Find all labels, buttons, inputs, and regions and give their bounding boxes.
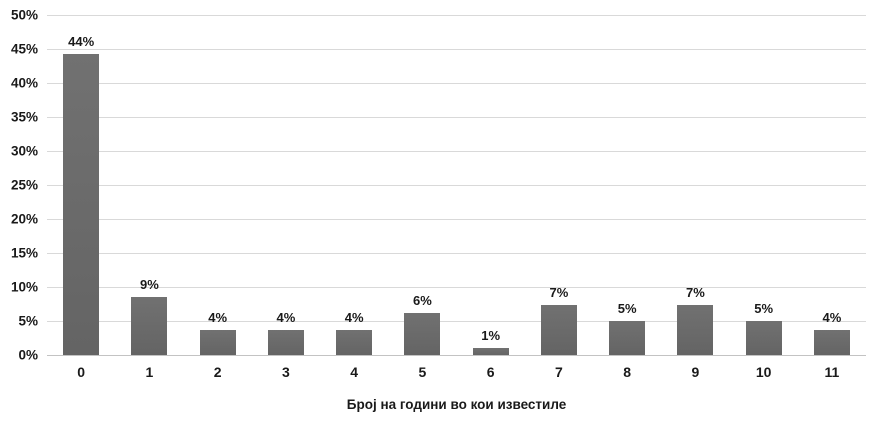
gridline [47, 321, 866, 322]
x-tick-label: 5 [418, 364, 427, 380]
x-tick-label: 3 [281, 364, 290, 380]
bar [540, 305, 577, 355]
gridlines [47, 15, 866, 356]
bar-slot: 7% [525, 15, 593, 355]
gridline [47, 151, 866, 152]
gridline [47, 219, 866, 220]
x-tick-label: 10 [755, 364, 772, 380]
gridline [47, 253, 866, 254]
y-tick-label: 5% [18, 313, 38, 329]
value-label: 1% [481, 327, 501, 343]
value-label: 4% [822, 309, 842, 325]
y-tick-label: 25% [10, 177, 38, 193]
bar [472, 347, 509, 355]
bar-slot: 5% [730, 15, 798, 355]
y-tick-label: 30% [10, 143, 38, 159]
x-axis-line [47, 355, 866, 356]
bar-slot: 4% [320, 15, 388, 355]
plot-area: 44% 9% 4% 4% 4% 6% 1% 7% 5% 7% 5% 4% [47, 15, 866, 356]
bar [404, 312, 441, 355]
value-label: 4% [344, 309, 364, 325]
bar [813, 329, 850, 355]
y-tick-label: 35% [10, 109, 38, 125]
x-tick-label: 11 [824, 364, 840, 380]
x-tick-label: 4 [350, 364, 359, 380]
bar [677, 305, 714, 355]
bar-slot: 44% [47, 15, 115, 355]
gridline [47, 49, 866, 50]
bar-slot: 6% [388, 15, 456, 355]
bar [199, 329, 236, 355]
bar [609, 321, 646, 355]
bar-slot: 1% [457, 15, 525, 355]
value-label: 9% [139, 276, 159, 292]
bar [745, 321, 782, 355]
bar-slot: 4% [184, 15, 252, 355]
value-label: 6% [412, 292, 432, 308]
gridline [47, 15, 866, 16]
y-tick-label: 20% [10, 211, 38, 227]
bar [131, 296, 168, 355]
x-tick-label: 8 [623, 364, 632, 380]
bar-slot: 4% [252, 15, 320, 355]
bar-slot: 9% [115, 15, 183, 355]
x-tick-label: 7 [554, 364, 563, 380]
value-label: 4% [208, 309, 228, 325]
value-label: 5% [754, 301, 774, 316]
x-tick-label: 9 [691, 364, 700, 380]
bar [267, 329, 304, 355]
x-tick-label: 1 [145, 364, 154, 380]
bar-slot: 5% [593, 15, 661, 355]
gridline [47, 287, 866, 288]
x-tick-label: 2 [213, 364, 222, 380]
y-tick-label: 10% [10, 279, 38, 295]
gridline [47, 117, 866, 118]
value-label: 44% [68, 33, 95, 49]
bar [336, 329, 373, 355]
bar-slot: 7% [661, 15, 729, 355]
y-axis: 0% 5% 10% 15% 20% 25% 30% 35% 40% 45% 50% [0, 8, 38, 363]
gridline [47, 185, 866, 186]
value-label: 7% [549, 285, 569, 301]
x-tick-label: 6 [486, 364, 495, 380]
y-tick-label: 40% [10, 75, 38, 91]
bar-slot: 4% [798, 15, 866, 355]
x-axis: 0 1 2 3 4 5 6 7 8 9 10 11 [47, 364, 866, 380]
gridline [47, 83, 866, 84]
value-label: 5% [617, 301, 637, 316]
y-tick-label: 15% [10, 245, 38, 261]
value-label: 7% [685, 285, 705, 301]
bar [63, 53, 100, 355]
x-axis-title: Број на години во кои известиле [346, 397, 567, 412]
y-tick-label: 0% [18, 347, 38, 363]
bar-series: 44% 9% 4% 4% 4% 6% 1% 7% 5% 7% 5% 4% [47, 15, 866, 355]
x-tick-label: 0 [77, 364, 86, 380]
y-tick-label: 45% [10, 41, 38, 57]
value-label: 4% [276, 309, 296, 325]
y-tick-label: 50% [10, 7, 38, 23]
